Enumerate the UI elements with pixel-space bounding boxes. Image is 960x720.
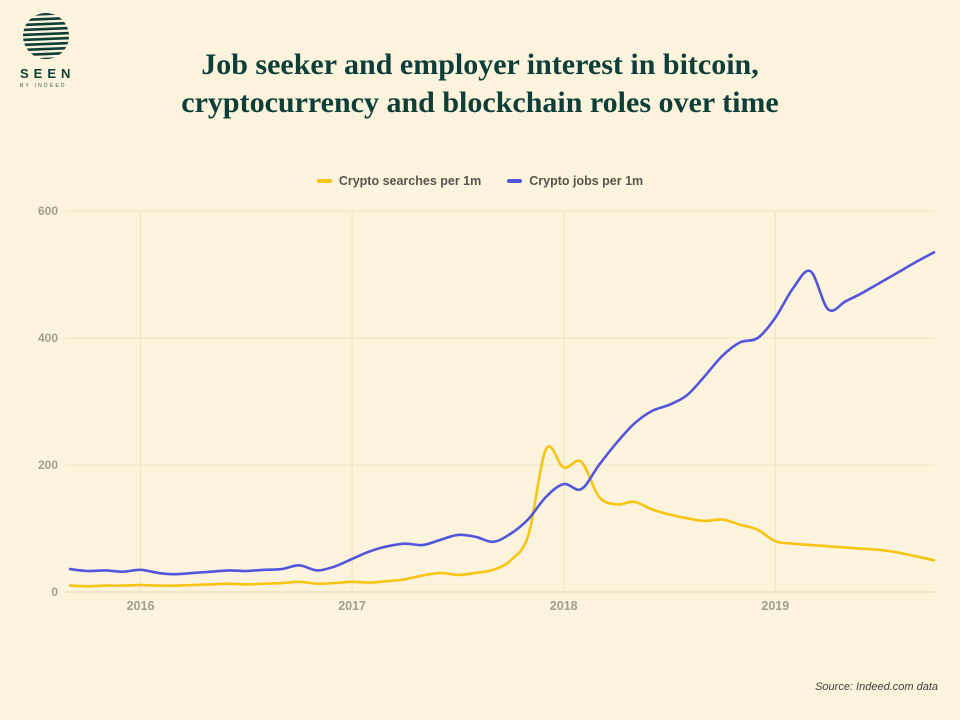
x-tick-label-2017: 2017 bbox=[338, 599, 366, 613]
series-line-crypto-searches-per-1m bbox=[68, 445, 936, 588]
legend-item-crypto-searches: Crypto searches per 1m bbox=[316, 174, 482, 188]
page-title-line2: cryptocurrency and blockchain roles over… bbox=[181, 85, 779, 119]
legend-label-crypto-jobs: Crypto jobs per 1m bbox=[529, 174, 644, 188]
x-tick-label-2018: 2018 bbox=[550, 599, 578, 613]
y-tick-label-400: 400 bbox=[38, 331, 58, 345]
legend-swatch-crypto-searches bbox=[316, 179, 332, 183]
logo-brand-text: SEEN bbox=[20, 66, 76, 81]
y-tick-label-200: 200 bbox=[38, 458, 58, 472]
legend-label-crypto-searches: Crypto searches per 1m bbox=[338, 174, 482, 188]
chart-legend: Crypto searches per 1m Crypto jobs per 1… bbox=[0, 174, 960, 188]
legend-swatch-crypto-jobs bbox=[507, 179, 523, 183]
x-tick-label-2016: 2016 bbox=[127, 599, 155, 613]
y-tick-label-0: 0 bbox=[51, 585, 58, 599]
x-tick-label-2019: 2019 bbox=[761, 599, 789, 613]
line-chart: 0 200 400 600 2016 2017 2018 2019 bbox=[0, 195, 960, 635]
page-title-line1: Job seeker and employer interest in bitc… bbox=[201, 48, 759, 81]
chart-canvas: 0 200 400 600 2016 2017 2018 2019 bbox=[38, 204, 936, 613]
legend-item-crypto-jobs: Crypto jobs per 1m bbox=[507, 174, 643, 188]
series-line-crypto-jobs-per-1m bbox=[68, 251, 936, 576]
source-note: Source: Indeed.com data bbox=[815, 681, 938, 693]
y-tick-label-600: 600 bbox=[38, 204, 58, 218]
seen-logo: SEEN BY INDEED bbox=[20, 12, 92, 89]
logo-sub-text: BY INDEED bbox=[20, 83, 67, 89]
striped-globe-icon bbox=[23, 13, 69, 59]
page-title: Job seeker and employer interest in bitc… bbox=[0, 46, 960, 121]
